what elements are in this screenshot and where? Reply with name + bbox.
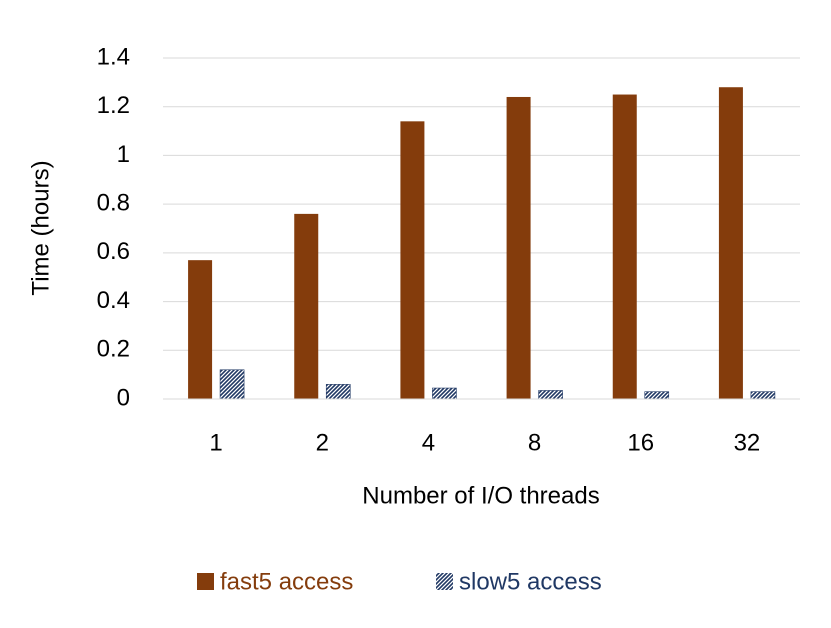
x-tick-label: 2 [316,429,329,456]
bar [718,87,743,399]
x-tick-label: 16 [627,429,654,456]
bar [506,96,531,399]
bar [400,121,425,399]
y-tick-label: 0.6 [97,238,130,265]
y-tick-label: 1.2 [97,92,130,119]
bar [750,391,776,400]
legend-swatch [197,573,214,590]
bar [294,213,319,399]
y-tick-label: 0.2 [97,336,130,363]
y-tick-label: 0.8 [97,189,130,216]
x-axis-label: Number of I/O threads [362,482,599,509]
bar [644,391,670,400]
bar [538,390,563,400]
bar [432,387,457,400]
x-tick-label: 32 [734,429,761,456]
legend-label: fast5 access [220,568,353,595]
y-tick-label: 0.4 [97,287,130,314]
x-tick-label: 8 [528,429,541,456]
bar [219,369,245,400]
bar [188,260,213,399]
y-tick-label: 1.4 [97,43,130,70]
bar [325,384,351,400]
legend-label: slow5 access [459,568,602,595]
x-tick-label: 1 [209,429,222,456]
y-axis-label: Time (hours) [27,160,54,295]
y-tick-label: 1 [117,141,130,168]
x-tick-label: 4 [422,429,435,456]
legend-swatch [436,573,453,590]
y-tick-label: 0 [117,384,130,411]
bar [612,94,637,400]
